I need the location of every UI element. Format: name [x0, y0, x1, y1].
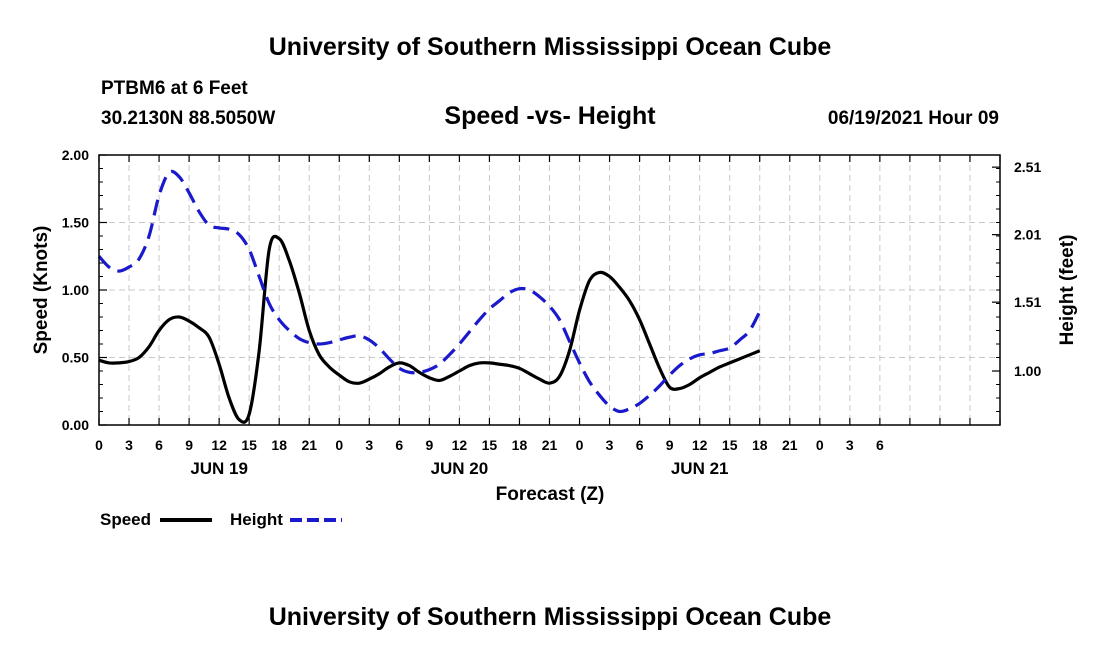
footer-title: University of Southern Mississippi Ocean… [269, 603, 832, 631]
x-axis-label: Forecast (Z) [496, 484, 605, 505]
y-axis-left-label: Speed (Knots) [31, 226, 52, 355]
station-label: PTBM6 at 6 Feet [101, 78, 248, 99]
legend-height-label: Height [230, 510, 283, 529]
y-left-tick-label: 1.00 [62, 282, 89, 298]
x-tick-label: 3 [365, 437, 373, 453]
x-tick-label: 9 [666, 437, 674, 453]
x-tick-label: 6 [395, 437, 403, 453]
date-label: JUN 20 [431, 459, 489, 478]
x-tick-label: 21 [782, 437, 798, 453]
datetime-label: 06/19/2021 Hour 09 [828, 108, 999, 129]
axes: 0 3 6 9 12 15 18 21 0 3 6 9 12 15 18 21 0 3 6 9 12 15 18 21 0 3 6 J… [62, 147, 1042, 478]
x-tick-label: 15 [722, 437, 738, 453]
chart-title: Speed -vs- Height [444, 102, 656, 130]
y-left-tick-label: 0.00 [62, 417, 89, 433]
legend: Speed Height [100, 510, 342, 529]
x-tick-label: 3 [125, 437, 133, 453]
x-tick-label: 3 [846, 437, 854, 453]
x-tick-label: 15 [482, 437, 498, 453]
page-title: University of Southern Mississippi Ocean… [269, 33, 832, 61]
height-series-line [97, 169, 762, 414]
y-right-tick-label: 2.51 [1014, 159, 1041, 175]
x-tick-label: 6 [155, 437, 163, 453]
y-right-tick-label: 1.51 [1014, 294, 1041, 310]
legend-speed-label: Speed [100, 510, 151, 529]
x-tick-label: 6 [876, 437, 884, 453]
x-tick-label: 18 [271, 437, 287, 453]
x-tick-label: 12 [692, 437, 708, 453]
x-tick-label: 0 [95, 437, 103, 453]
date-label: JUN 21 [671, 459, 729, 478]
x-tick-label: 3 [606, 437, 614, 453]
y-left-tick-label: 1.50 [62, 215, 89, 231]
x-tick-label: 18 [512, 437, 528, 453]
y-left-tick-label: 0.50 [62, 350, 89, 366]
x-tick-label: 15 [241, 437, 257, 453]
x-tick-label: 9 [425, 437, 433, 453]
x-tick-label: 18 [752, 437, 768, 453]
x-tick-label: 0 [576, 437, 584, 453]
x-tick-label: 21 [542, 437, 558, 453]
y-right-tick-label: 1.00 [1014, 363, 1041, 379]
y-right-tick-label: 2.01 [1014, 227, 1041, 243]
x-tick-label: 21 [301, 437, 317, 453]
x-tick-label: 12 [452, 437, 468, 453]
speed-series-line [98, 234, 761, 424]
series-layer [97, 169, 762, 424]
y-axis-right-label: Height (feet) [1057, 235, 1078, 346]
coordinates-label: 30.2130N 88.5050W [101, 108, 275, 129]
x-tick-label: 9 [185, 437, 193, 453]
x-tick-label: 6 [636, 437, 644, 453]
x-tick-label: 0 [816, 437, 824, 453]
x-tick-label: 12 [211, 437, 227, 453]
x-tick-label: 0 [335, 437, 343, 453]
date-label: JUN 19 [190, 459, 248, 478]
y-left-tick-label: 2.00 [62, 147, 89, 163]
